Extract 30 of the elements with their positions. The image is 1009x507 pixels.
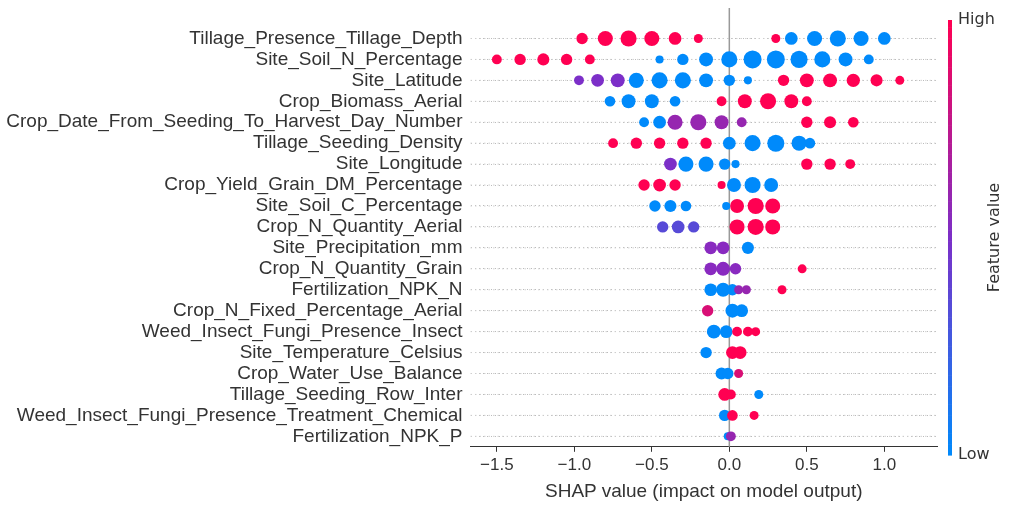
y-tick-label: Fertilization_NPK_N [291, 277, 463, 300]
y-tick-label: Site_Soil_C_Percentage [255, 194, 463, 217]
x-tick-label: 0.0 [717, 454, 742, 474]
y-tick-label: Crop_N_Quantity_Grain [258, 257, 463, 280]
y-tick-label: Tillage_Seeding_Row_Inter [229, 382, 464, 405]
y-tick-label: Crop_Water_Use_Balance [237, 361, 463, 384]
y-tick-label: Fertilization_NPK_P [292, 424, 463, 447]
x-tick-label: −1.0 [557, 454, 592, 474]
y-tick-label: Site_Latitude [351, 68, 463, 91]
y-tick-label: Crop_Date_From_Seeding_To_Harvest_Day_Number [6, 110, 464, 133]
color-bar-label: High [958, 9, 995, 29]
y-tick-label: Crop_Biomass_Aerial [278, 89, 463, 112]
x-axis-title: SHAP value (impact on model output) [544, 479, 863, 501]
x-tick-label: −0.5 [635, 454, 669, 474]
y-tick-label: Tillage_Presence_Tillage_Depth [189, 26, 463, 49]
y-tick-label: Site_Precipitation_mm [272, 236, 463, 259]
color-bar-label: Low [958, 444, 990, 464]
y-tick-label: Crop_Yield_Grain_DM_Percentage [164, 173, 463, 196]
y-tick-label: Site_Longitude [335, 152, 463, 175]
color-bar-title: Feature value [984, 182, 1004, 293]
x-tick-label: 1.0 [872, 454, 897, 474]
y-tick-label: Tillage_Seeding_Density [253, 131, 463, 154]
x-tick-label: −1.5 [480, 454, 514, 474]
y-tick-label: Site_Temperature_Celsius [239, 340, 463, 363]
y-tick-label: Weed_Insect_Fungi_Presence_Insect [141, 319, 464, 342]
x-tick-label: 0.5 [794, 454, 819, 474]
y-tick-label: Crop_N_Quantity_Aerial [256, 215, 463, 238]
y-tick-label: Crop_N_Fixed_Percentage_Aerial [173, 298, 463, 321]
y-tick-label: Weed_Insect_Fungi_Presence_Treatment_Chemical [16, 403, 463, 426]
y-tick-label: Site_Soil_N_Percentage [255, 47, 463, 70]
